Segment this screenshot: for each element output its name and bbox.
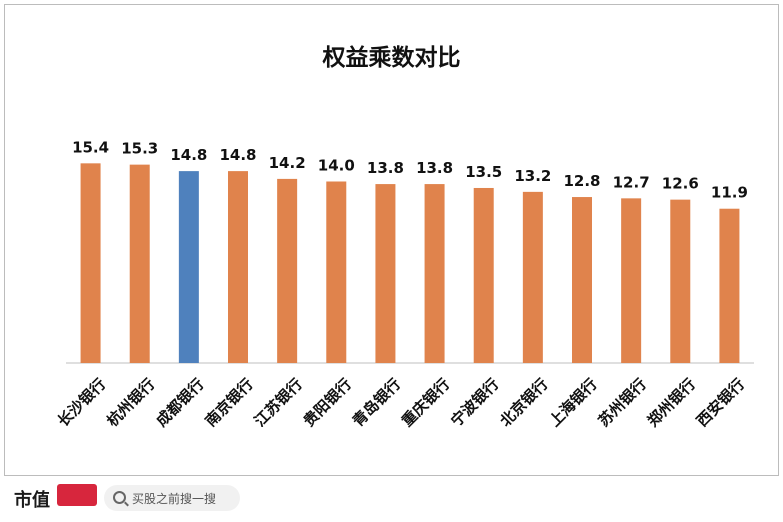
category-label-5: 贵阳银行 (300, 375, 355, 430)
bar-7 (424, 184, 445, 363)
bar-chart: 15.4 长沙银行 15.3 杭州银行 14.8 成都银行 14.8 南京银行 14.2 江苏银行… (54, 138, 754, 430)
category-label-1: 杭州银行 (103, 375, 158, 430)
bar-4 (277, 178, 298, 363)
value-label-7: 13.8 (416, 159, 453, 177)
chart-title: 权益乘数对比 (322, 45, 461, 71)
category-label-0: 长沙银行 (54, 375, 109, 430)
bar-0 (80, 163, 101, 363)
bar-8 (473, 187, 494, 363)
search-icon (113, 491, 126, 504)
category-label-3: 南京银行 (202, 375, 257, 430)
bar-1 (129, 164, 150, 363)
bar-5 (326, 181, 347, 363)
footer-bar: 市值 买股之前搜一搜 (0, 476, 783, 522)
value-label-2: 14.8 (170, 146, 207, 164)
value-label-5: 14.0 (318, 156, 355, 174)
category-label-4: 江苏银行 (251, 375, 306, 430)
value-label-8: 13.5 (465, 163, 502, 181)
category-label-10: 上海银行 (546, 375, 601, 430)
category-label-12: 郑州银行 (644, 375, 699, 430)
category-label-8: 宁波银行 (447, 375, 502, 430)
bar-12 (670, 199, 691, 363)
category-label-7: 重庆银行 (398, 375, 453, 430)
bar-13 (719, 208, 740, 363)
search-box[interactable]: 买股之前搜一搜 (104, 485, 240, 511)
bar-6 (375, 184, 396, 363)
bar-2 (178, 171, 199, 363)
bar-10 (572, 197, 592, 363)
value-label-11: 12.7 (613, 173, 650, 191)
value-label-3: 14.8 (219, 146, 256, 164)
category-label-9: 北京银行 (496, 375, 551, 430)
value-label-12: 12.6 (662, 175, 699, 193)
value-label-0: 15.4 (72, 138, 109, 156)
category-label-2: 成都银行 (152, 375, 207, 430)
category-label-11: 苏州银行 (595, 375, 650, 430)
category-label-6: 青岛银行 (349, 375, 404, 430)
value-label-13: 11.9 (711, 184, 748, 202)
value-label-10: 12.8 (563, 172, 600, 190)
value-label-9: 13.2 (514, 167, 551, 185)
value-label-1: 15.3 (121, 140, 158, 158)
value-label-6: 13.8 (367, 159, 404, 177)
value-label-4: 14.2 (269, 154, 306, 172)
logo-text: 市值 (14, 490, 50, 511)
bar-9 (522, 191, 543, 363)
logo-mark-icon (57, 484, 97, 506)
bar-11 (621, 198, 642, 363)
bar-3 (228, 171, 248, 363)
category-label-13: 西安银行 (693, 375, 748, 430)
search-text: 买股之前搜一搜 (132, 492, 217, 506)
